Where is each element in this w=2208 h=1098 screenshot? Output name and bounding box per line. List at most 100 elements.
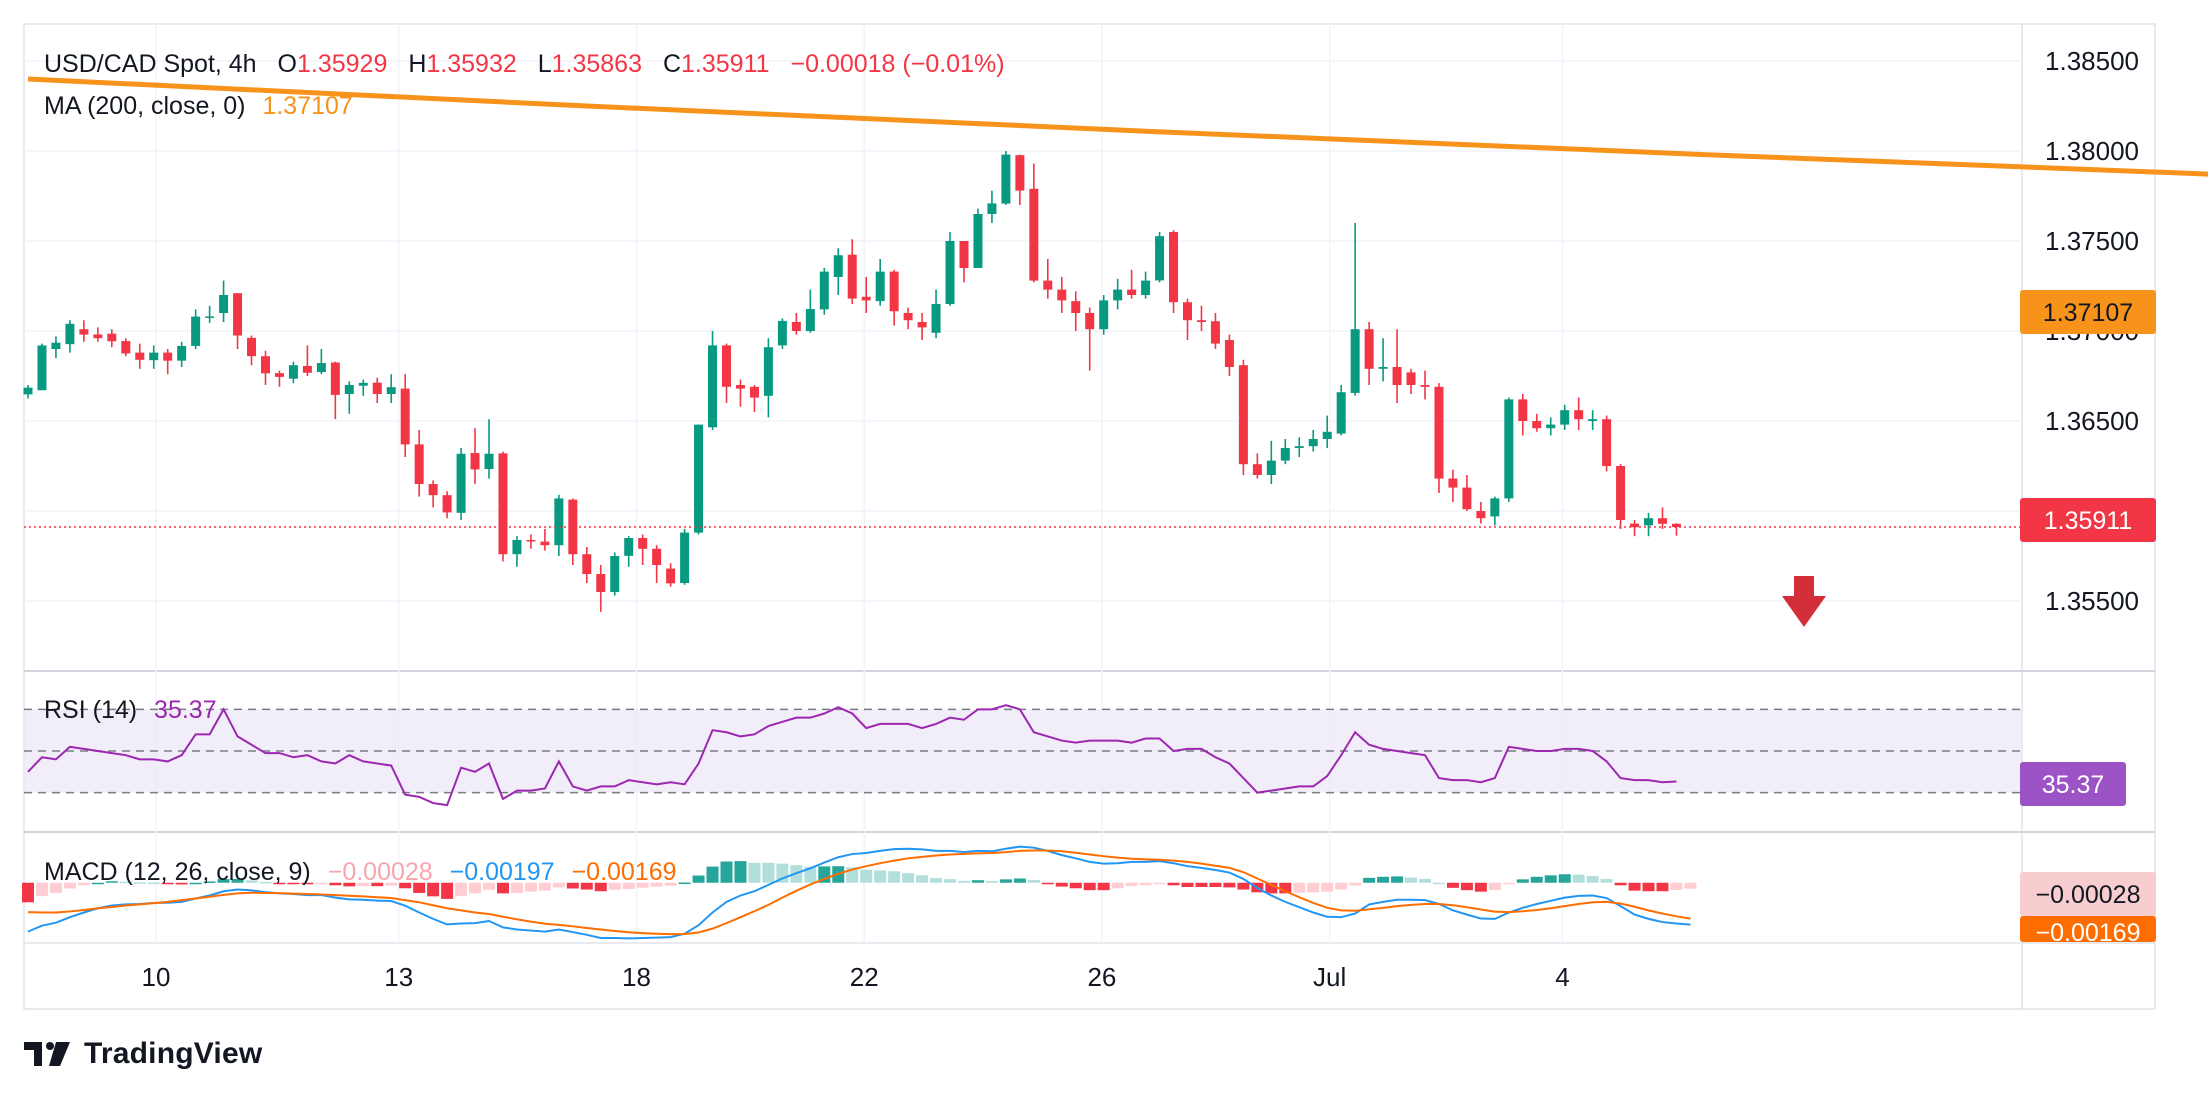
macd-histogram-bar	[273, 882, 286, 885]
candle	[456, 448, 466, 520]
candle	[149, 345, 159, 369]
candle-body	[526, 539, 536, 542]
macd-histogram-bar	[1237, 882, 1250, 890]
candle	[1155, 232, 1165, 283]
candle-body	[1210, 321, 1220, 344]
candle-body	[1462, 487, 1472, 510]
candle	[260, 350, 270, 385]
candle-body	[610, 556, 620, 592]
candle	[777, 318, 787, 349]
candle-body	[582, 554, 592, 574]
candle	[805, 289, 815, 333]
macd-histogram-bar	[1153, 882, 1166, 885]
macd-histogram-bar	[1055, 882, 1068, 887]
macd-histogram-bar	[1530, 876, 1543, 883]
candle	[247, 335, 257, 366]
candle-body	[1196, 320, 1206, 322]
macd-histogram-bar	[971, 880, 984, 883]
time-tick-label: 18	[622, 962, 651, 992]
tradingview-brand[interactable]: TradingView	[24, 1036, 262, 1072]
candle-body	[247, 337, 257, 357]
macd-histogram-bar	[1097, 882, 1110, 891]
candle	[791, 313, 801, 335]
macd-histogram-bar	[329, 882, 342, 886]
candle-body	[23, 387, 33, 395]
candle	[121, 338, 131, 357]
candle-body	[1294, 446, 1304, 448]
candle	[1169, 230, 1179, 313]
candle	[833, 248, 843, 295]
candle-body	[861, 296, 871, 301]
macd-histogram-bar	[594, 882, 607, 892]
macd-histogram-bar	[483, 882, 496, 890]
macd-histogram-bar	[119, 881, 132, 884]
macd-histogram-bar	[427, 882, 440, 897]
candle-body	[512, 539, 522, 555]
candle	[819, 268, 829, 315]
candle	[358, 379, 368, 396]
macd-signal-badge-text: −0.00169	[2036, 919, 2141, 947]
macd-histogram-bar	[804, 866, 817, 883]
candle	[302, 345, 312, 376]
candle-body	[1071, 301, 1081, 313]
ma200-line	[27, 76, 2208, 177]
rsi-legend-value: 35.37	[154, 696, 217, 724]
candlestick-series[interactable]	[23, 151, 1681, 612]
main-legend: USD/CAD Spot, 4h O1.35929 H1.35932 L1.35…	[44, 50, 1005, 78]
candle-body	[1015, 155, 1025, 191]
candle	[596, 565, 606, 612]
candle	[1210, 313, 1220, 349]
candle-body	[1057, 289, 1067, 301]
candle-body	[889, 271, 899, 312]
candle-body	[1434, 386, 1444, 479]
candle-body	[344, 385, 354, 394]
candle-body	[1476, 511, 1486, 519]
candle	[1574, 397, 1584, 430]
candle	[1336, 385, 1346, 436]
candle-body	[1671, 523, 1681, 528]
candle	[65, 320, 75, 353]
price-axis[interactable]: 1.385001.380001.375001.370001.365001.360…	[2045, 46, 2139, 616]
macd-histogram-bar	[1391, 876, 1404, 883]
macd-histogram-bar	[1195, 882, 1208, 887]
candle-body	[554, 498, 564, 546]
candle	[1671, 523, 1681, 536]
low-value: 1.35863	[552, 50, 642, 78]
last-price-badge: 1.35911	[2020, 498, 2156, 542]
candle-body	[302, 365, 312, 373]
candle-body	[917, 322, 927, 328]
candle-body	[121, 341, 131, 354]
macd-histogram-bar	[301, 882, 314, 885]
candle-body	[903, 313, 913, 321]
candle-body	[177, 345, 187, 361]
candle-body	[1574, 410, 1584, 420]
candle-body	[708, 345, 718, 428]
candle-body	[330, 362, 340, 395]
candle-body	[1141, 280, 1151, 295]
candle-body	[163, 352, 173, 361]
candle	[1043, 259, 1053, 299]
macd-histogram-bar	[1307, 882, 1320, 893]
macd-histogram-bar	[203, 881, 216, 883]
bearish-arrow-icon	[1782, 576, 1826, 627]
candle-body	[805, 309, 815, 331]
candle	[1462, 475, 1472, 511]
candle	[903, 307, 913, 330]
overlay-lines	[27, 76, 2208, 177]
candle	[386, 374, 396, 403]
candle-body	[400, 388, 410, 445]
macd-signal-line	[27, 849, 1691, 936]
candle	[1630, 520, 1640, 537]
candle-body	[1560, 410, 1570, 425]
time-axis[interactable]: 10 13 18 22 26 Jul 4	[142, 962, 1570, 992]
candle-body	[260, 356, 270, 374]
candle	[1071, 291, 1081, 331]
candle	[1406, 368, 1416, 394]
macd-histogram-bar	[91, 882, 104, 885]
macd-histogram-bar	[1586, 875, 1599, 883]
candle-body	[386, 387, 396, 394]
candle-body	[1616, 466, 1626, 520]
macd-histogram-bar	[1083, 882, 1096, 891]
candle	[1378, 338, 1388, 382]
candle	[554, 494, 564, 556]
